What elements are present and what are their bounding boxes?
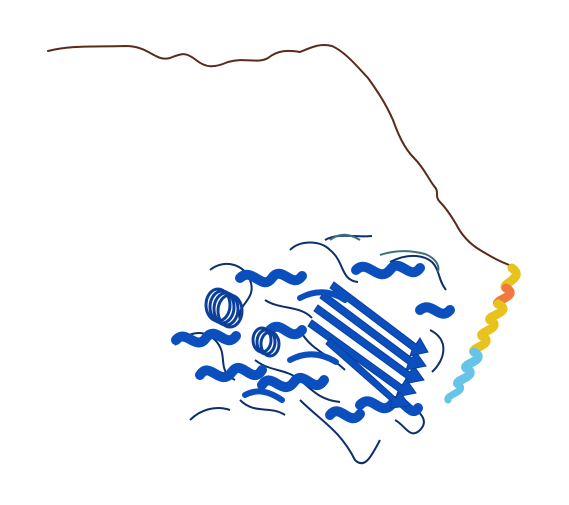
medium-loop xyxy=(329,233,440,273)
core-helices xyxy=(171,260,455,424)
disordered-tail xyxy=(47,43,513,267)
terminal-helix xyxy=(444,263,521,404)
dark-helices xyxy=(204,287,281,358)
beta-sheet xyxy=(307,281,429,409)
core-strands xyxy=(242,289,348,403)
